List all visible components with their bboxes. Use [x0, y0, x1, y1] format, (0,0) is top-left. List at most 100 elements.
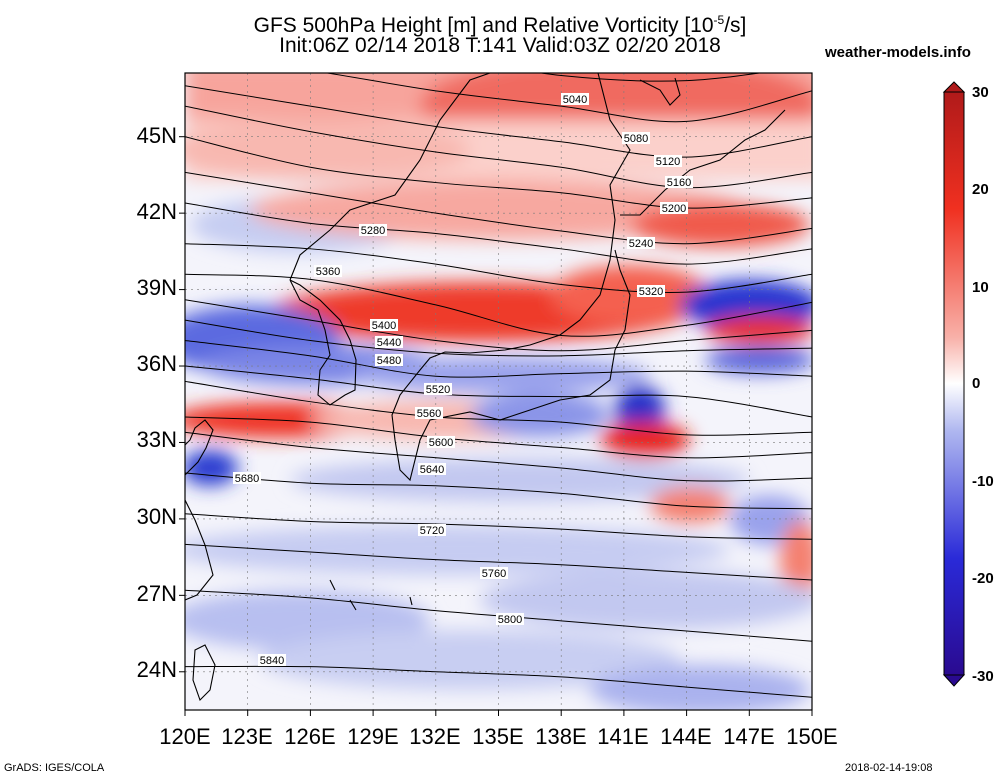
- contour-label-bg: [622, 132, 650, 144]
- contour-label: 5360: [316, 266, 340, 278]
- contour-line: [185, 365, 812, 418]
- contour-label: 5200: [662, 203, 686, 215]
- footer-credit: GrADS: IGES/COLA: [4, 762, 105, 774]
- contour-label: 5280: [361, 225, 385, 237]
- lon-label: 144E: [660, 724, 712, 749]
- contour-line: [185, 513, 812, 540]
- contour-line: [185, 105, 812, 189]
- colorbar-label: -30: [972, 668, 994, 685]
- contour-label: 5120: [656, 156, 680, 168]
- lon-label: 126E: [284, 724, 336, 749]
- contour-label-bg: [375, 354, 403, 366]
- lat-label: 30N: [136, 504, 177, 529]
- contour-label: 5440: [377, 337, 401, 349]
- colorbar-label: -20: [972, 570, 994, 587]
- contour-label-bg: [637, 285, 665, 297]
- contour-label: 5840: [260, 655, 284, 667]
- lat-label: 24N: [136, 657, 177, 682]
- lon-label: 123E: [221, 724, 273, 749]
- contour-label-bg: [418, 463, 446, 475]
- lon-label: 120E: [159, 724, 211, 749]
- title-superscript: -5: [713, 13, 725, 27]
- lat-label: 39N: [136, 275, 177, 300]
- contour-label: 5560: [417, 408, 441, 420]
- contour-line: [185, 299, 812, 352]
- contour-line: [185, 665, 812, 698]
- lat-label: 33N: [136, 427, 177, 452]
- contour-label: 5080: [624, 133, 648, 145]
- title-tail: /s]: [724, 14, 747, 37]
- contour-label: 5480: [377, 355, 401, 367]
- brand-label: weather-models.info: [825, 44, 971, 61]
- colorbar-label: 20: [972, 181, 989, 198]
- colorbar-label: 0: [972, 375, 981, 392]
- contour-line: [185, 340, 812, 378]
- contour-label-bg: [370, 319, 398, 331]
- contour-label-bg: [660, 202, 688, 214]
- contour-label-bg: [496, 613, 524, 625]
- contour-label: 5760: [482, 568, 506, 580]
- colorbar-label: 30: [972, 84, 989, 101]
- lat-label: 27N: [136, 581, 177, 606]
- contour-label-bg: [415, 407, 443, 419]
- colorbar-label: -10: [972, 473, 994, 490]
- contour-label: 5040: [563, 94, 587, 106]
- contour-label: 5320: [639, 286, 663, 298]
- lon-label: 129E: [347, 724, 399, 749]
- lon-label: 138E: [535, 724, 587, 749]
- contour-label: 5520: [426, 384, 450, 396]
- contour-line: [185, 136, 812, 209]
- contour-label-bg: [233, 472, 261, 484]
- contour-label-bg: [561, 93, 589, 105]
- lat-label: 42N: [136, 199, 177, 224]
- coastlines: [185, 73, 786, 702]
- lon-label: 135E: [472, 724, 524, 749]
- contour-label-bg: [427, 436, 455, 448]
- contour-label-bg: [359, 224, 387, 236]
- contour-label-bg: [665, 176, 693, 188]
- contour-label: 5640: [420, 464, 444, 476]
- contour-line: [185, 543, 812, 581]
- contour-label: 5680: [235, 473, 259, 485]
- contour-line: [185, 431, 812, 482]
- lon-label: 147E: [723, 724, 775, 749]
- colorbar-min-triangle: [942, 674, 966, 687]
- contour-label-bg: [424, 383, 452, 395]
- colorbar-ramp: [943, 91, 965, 676]
- contour-line: [185, 273, 812, 337]
- title-text: GFS 500hPa Height [m] and Relative Vorti…: [253, 14, 714, 37]
- contour-line: [185, 202, 812, 265]
- contour-label: 5800: [498, 614, 522, 626]
- contour-line: [185, 171, 812, 245]
- contour-label-bg: [480, 567, 508, 579]
- contour-label-bg: [418, 524, 446, 536]
- lon-label: 141E: [597, 724, 649, 749]
- lat-label: 36N: [136, 351, 177, 376]
- lon-label: 150E: [786, 724, 838, 749]
- contour-line: [185, 243, 812, 293]
- lat-label: 45N: [136, 123, 177, 148]
- contour-label-bg: [258, 654, 286, 666]
- lon-label: 132E: [409, 724, 461, 749]
- contour-label: 5400: [372, 320, 396, 332]
- contour-line: [185, 472, 812, 510]
- contour-line: [185, 319, 812, 357]
- chart-title-line1: GFS 500hPa Height [m] and Relative Vorti…: [150, 8, 850, 38]
- chart-title-line2: Init:06Z 02/14 2018 T:141 Valid:03Z 02/2…: [279, 34, 721, 57]
- contour-label-bg: [627, 237, 655, 249]
- footer-timestamp: 2018-02-14-19:08: [845, 762, 933, 774]
- contour-line: [185, 380, 812, 436]
- contour-line: [537, 73, 763, 82]
- contour-line: [324, 73, 812, 123]
- colorbar-max-triangle: [942, 81, 966, 93]
- height-contours: 5040 5080 5120 5160 5200 5240 5280 5320 5360 5400…: [185, 73, 812, 698]
- contour-line: [185, 85, 812, 158]
- contour-label: 5240: [629, 238, 653, 250]
- vorticity-field: 5040 5080 5120 5160 5200 5240 5280 5320 5360 5400…: [185, 73, 812, 710]
- colorbar: [942, 81, 966, 687]
- axis-ticks: [179, 136, 813, 716]
- contour-line: [185, 416, 812, 459]
- contour-label: 5600: [429, 437, 453, 449]
- contour-label: 5720: [420, 525, 444, 537]
